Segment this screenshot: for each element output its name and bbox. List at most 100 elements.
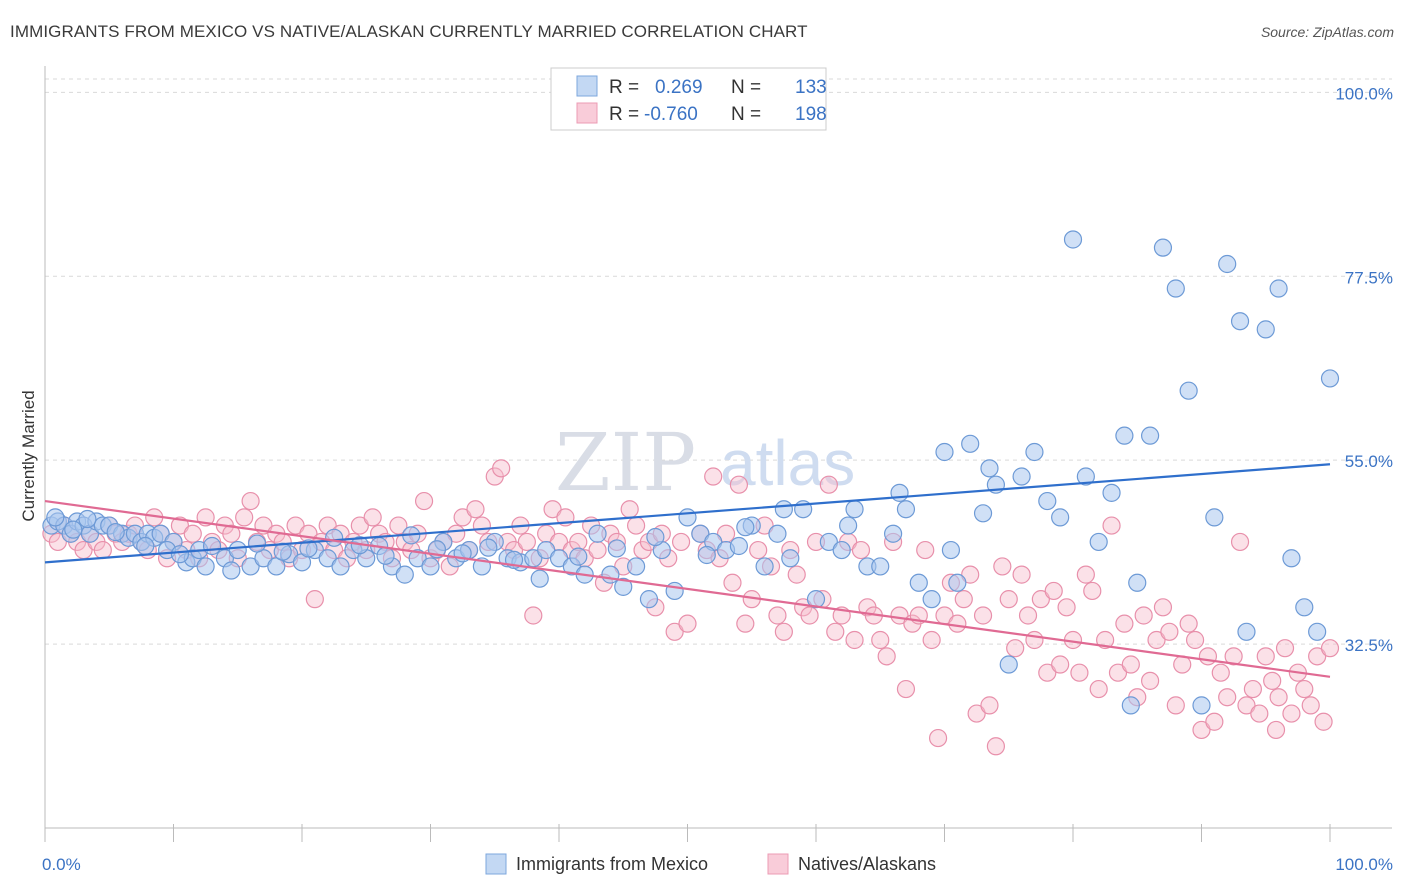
legend-r-label-2: R = xyxy=(609,104,639,125)
natives-point-169 xyxy=(1134,606,1153,625)
natives-point-109 xyxy=(749,540,768,560)
natives-point-54 xyxy=(389,516,408,535)
natives-point-70 xyxy=(492,459,511,478)
natives-point-187 xyxy=(1250,704,1269,723)
mexico-point-98 xyxy=(1192,696,1211,715)
mexico-point-111 xyxy=(106,523,125,542)
mexico-point-115 xyxy=(196,557,215,576)
mexico-point-128 xyxy=(530,569,549,588)
mexico-point-77 xyxy=(922,590,941,609)
trend-lines xyxy=(44,463,1331,678)
natives-point-188 xyxy=(1256,647,1275,666)
natives-point-145 xyxy=(980,696,999,715)
natives-point-143 xyxy=(967,704,986,723)
mexico-point-120 xyxy=(325,528,344,547)
natives-point-172 xyxy=(1153,598,1173,617)
mexico-point-62 xyxy=(729,536,749,556)
mexico-point-117 xyxy=(247,534,267,553)
mexico-point-108 xyxy=(46,508,65,527)
natives-point-186 xyxy=(1243,679,1263,699)
mexico-point-38 xyxy=(421,557,440,576)
natives-point-98 xyxy=(671,532,691,552)
natives-point-112 xyxy=(768,606,787,625)
natives-point-113 xyxy=(774,622,793,641)
mexico-point-132 xyxy=(697,545,716,565)
natives-point-170 xyxy=(1140,671,1160,690)
mexico-point-86 xyxy=(1038,491,1057,511)
natives-point-8 xyxy=(93,540,112,560)
natives-point-124 xyxy=(845,630,864,650)
bottom-legend-swatch-mexico xyxy=(485,853,507,875)
natives-point-63 xyxy=(447,524,466,543)
natives-point-117 xyxy=(800,606,819,625)
mexico-point-68 xyxy=(806,590,826,609)
natives-point-163 xyxy=(1096,630,1115,650)
mexico-point-51 xyxy=(588,524,607,543)
source-label: Source: ZipAtlas.com xyxy=(1260,24,1394,40)
natives-point-22 xyxy=(183,524,202,543)
natives-point-120 xyxy=(819,475,838,494)
x-tick-labels: 0.0% 100.0% xyxy=(42,855,1393,874)
natives-point-189 xyxy=(1263,671,1282,690)
legend-r-value-2: -0.760 xyxy=(644,104,698,125)
mexico-point-71 xyxy=(845,500,864,519)
legend-n-label-1: N = xyxy=(731,77,761,98)
natives-point-173 xyxy=(1160,622,1179,641)
x-tick-label-0: 0.0% xyxy=(42,855,81,874)
mexico-point-104 xyxy=(1282,549,1301,568)
mexico-point-55 xyxy=(639,590,659,609)
natives-point-102 xyxy=(704,467,723,486)
natives-point-129 xyxy=(877,647,896,666)
mexico-point-88 xyxy=(1063,230,1083,249)
legend-r-label-1: R = xyxy=(609,77,639,98)
natives-point-152 xyxy=(1025,630,1044,650)
bottom-legend-swatch-natives xyxy=(767,853,789,875)
mexico-point-59 xyxy=(691,524,710,543)
natives-point-67 xyxy=(472,516,491,535)
natives-point-160 xyxy=(1076,565,1095,584)
natives-point-185 xyxy=(1237,696,1256,715)
mexico-point-94 xyxy=(1140,426,1160,445)
mexico-point-100 xyxy=(1218,254,1237,274)
natives-point-161 xyxy=(1083,581,1102,601)
mexico-point-24 xyxy=(241,557,260,576)
natives-point-175 xyxy=(1173,655,1192,674)
mexico-point-135 xyxy=(839,516,858,535)
natives-point-64 xyxy=(453,508,472,527)
bottom-legend-label-natives: Natives/Alaskans xyxy=(798,854,936,874)
natives-point-199 xyxy=(1266,720,1286,740)
natives-point-183 xyxy=(1224,647,1243,666)
natives-point-148 xyxy=(999,590,1018,609)
mexico-point-102 xyxy=(1256,320,1275,339)
mexico-point-137 xyxy=(941,540,961,560)
axes xyxy=(44,66,1392,842)
natives-point-78 xyxy=(543,500,562,519)
mexico-point-57 xyxy=(665,581,684,601)
natives-point-20 xyxy=(170,516,190,535)
natives-point-58 xyxy=(414,491,434,511)
mexico-point-53 xyxy=(614,577,633,596)
natives-point-30 xyxy=(235,508,254,527)
mexico-point-107 xyxy=(1320,369,1340,388)
mexico-point-99 xyxy=(1205,508,1224,527)
natives-point-1 xyxy=(48,532,67,552)
natives-point-131 xyxy=(890,606,909,625)
legend-n-value-1: 133 xyxy=(795,77,827,98)
natives-point-128 xyxy=(871,630,890,650)
natives-point-178 xyxy=(1192,720,1211,740)
mexico-point-36 xyxy=(395,565,414,584)
mexico-point-47 xyxy=(537,540,556,560)
natives-point-196 xyxy=(1308,647,1327,666)
natives-point-192 xyxy=(1282,704,1301,723)
x-tick-label-1: 100.0% xyxy=(1335,855,1393,874)
mexico-point-110 xyxy=(78,509,97,529)
mexico-point-89 xyxy=(1076,467,1095,486)
y-tick-labels: 32.5% 55.0% 77.5% 100.0% xyxy=(1335,84,1393,655)
natives-point-106 xyxy=(729,475,749,494)
mexico-point-133 xyxy=(736,518,755,537)
mexico-point-58 xyxy=(678,508,697,527)
natives-point-85 xyxy=(588,540,607,560)
legend-n-label-2: N = xyxy=(731,104,761,125)
natives-point-121 xyxy=(826,622,845,641)
y-tick-label-3: 100.0% xyxy=(1335,84,1393,103)
